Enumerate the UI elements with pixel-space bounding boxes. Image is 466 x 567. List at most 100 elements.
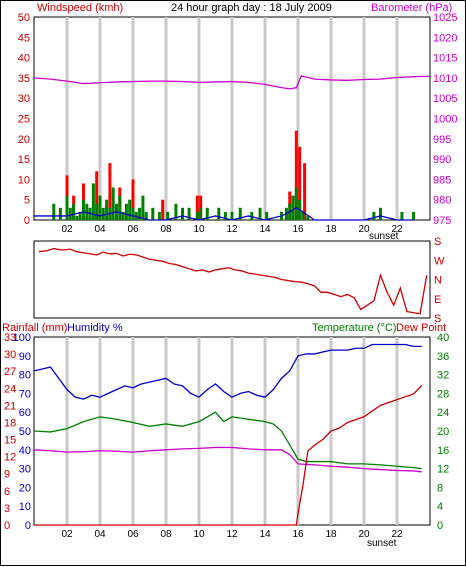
temp-series (33, 343, 423, 526)
temperature-tick-label: 0 (437, 520, 443, 532)
wind-bar (134, 211, 138, 220)
temperature-tick-label: 8 (437, 482, 443, 494)
barometer-tick-label: 995 (433, 134, 451, 146)
temperature-tick-label: 4 (437, 501, 443, 513)
gust-bar (161, 199, 165, 220)
windspeed-tick-label: 0 (24, 215, 30, 227)
wind-bar (105, 199, 109, 220)
wind-bar (166, 211, 170, 220)
humidity-tick-label: 100 (13, 332, 31, 344)
wind-bar (238, 207, 242, 220)
humidity-tick-label: 90 (19, 351, 31, 363)
temperature-tick-label: 40 (437, 332, 449, 344)
gust-bar (298, 146, 302, 220)
wind-x-ticks: 02 04 06 08 10 12 14 16 18 20 22 (61, 224, 403, 235)
rainfall-tick-label: 18 (4, 417, 16, 429)
wind-bar (121, 211, 125, 220)
compass-label: W (434, 255, 445, 267)
wind-bar (195, 211, 199, 220)
humidity-tick-label: 30 (19, 464, 31, 476)
wind-x-tick-label: 06 (127, 224, 139, 235)
rainfall-tick-label: 6 (4, 486, 10, 498)
temp-x-tick-label: 20 (358, 529, 370, 540)
temp-x-tick-label: 16 (292, 529, 304, 540)
gust-bar (108, 163, 112, 220)
temp-x-tick-label: 06 (127, 529, 139, 540)
windspeed-axis-label: Windspeed (kmh) (37, 2, 123, 14)
barometer-tick-label: 985 (433, 174, 451, 186)
wind-x-tick-label: 08 (160, 224, 172, 235)
wind-bar (78, 211, 82, 220)
rainfall-tick-label: 9 (4, 469, 10, 481)
wind-x-tick-label: 02 (61, 224, 73, 235)
wind-bar (372, 211, 376, 220)
windspeed-tick-label: 10 (18, 174, 30, 186)
windspeed-tick-label: 25 (18, 114, 30, 126)
barometer-y-ticks: 975 980 985 990 995 1000 1005 1010 1015 1020 1025 (433, 12, 457, 227)
wind-bar (265, 211, 269, 220)
series-line-humidity (33, 343, 422, 400)
humidity-tick-label: 70 (19, 388, 31, 400)
humidity-axis-label: Humidity % (67, 322, 123, 334)
temperature-tick-label: 12 (437, 464, 449, 476)
compass-label: S (434, 236, 441, 248)
barometer-tick-label: 1020 (433, 32, 457, 44)
temp-x-tick-label: 12 (226, 529, 238, 540)
wind-bar (138, 207, 142, 220)
wind-bar (144, 211, 148, 220)
gust-bar (303, 163, 307, 220)
windspeed-tick-label: 30 (18, 93, 30, 105)
wind-bar (157, 211, 161, 220)
wind-x-tick-label: 12 (226, 224, 238, 235)
wind-bar (82, 199, 85, 220)
humidity-tick-label: 40 (19, 445, 31, 457)
wind-bar (250, 211, 254, 220)
wind-bar (65, 195, 69, 220)
wind-bar (379, 207, 382, 220)
windspeed-tick-label: 35 (18, 73, 30, 85)
compass-label: N (434, 275, 442, 287)
rainfall-tick-label: 33 (4, 332, 16, 344)
windspeed-tick-label: 45 (18, 32, 30, 44)
barometer-tick-label: 990 (433, 154, 451, 166)
wind-bar (111, 187, 115, 220)
series-line-temperature (33, 411, 422, 470)
rainfall-y-ticks: 0 3 6 9 12 15 18 21 24 27 30 33 (4, 332, 16, 532)
temp-x-tick-label: 14 (259, 529, 271, 540)
average-wind-line (34, 207, 414, 221)
rainfall-tick-label: 30 (4, 349, 16, 361)
compass-label: E (434, 294, 441, 306)
barometer-tick-label: 980 (433, 195, 451, 207)
wind-bar (301, 211, 305, 220)
rainfall-tick-label: 3 (4, 503, 10, 515)
wind-x-tick-label: 22 (391, 224, 403, 235)
temperature-y-ticks: 0 4 8 12 16 20 24 28 32 36 40 (437, 332, 449, 532)
direction-series (38, 247, 428, 315)
windspeed-tick-label: 50 (18, 12, 30, 24)
temp-x-tick-label: 10 (193, 529, 205, 540)
graph-title: 24 hour graph day : 18 July 2009 (171, 2, 332, 14)
windspeed-tick-label: 20 (18, 134, 30, 146)
rainfall-tick-label: 12 (4, 452, 16, 464)
gust-bar (195, 195, 199, 220)
rainfall-tick-label: 24 (4, 383, 16, 395)
temperature-tick-label: 28 (437, 388, 449, 400)
wind-bar (306, 215, 310, 220)
wind-bar (101, 207, 105, 220)
wind-bar (72, 203, 76, 220)
wind-x-tick-label: 18 (325, 224, 337, 235)
humidity-tick-label: 0 (25, 520, 31, 532)
wind-bar (131, 207, 135, 220)
windspeed-tick-label: 40 (18, 53, 30, 65)
temperature-tick-label: 24 (437, 407, 449, 419)
wind-bar (412, 211, 415, 220)
gust-bar (95, 171, 99, 220)
wind-bar (124, 203, 128, 220)
temp-x-ticks: 02 04 06 08 10 12 14 16 18 20 22 (61, 529, 403, 540)
wind-bar (174, 203, 178, 220)
barometer-tick-label: 1010 (433, 73, 457, 85)
windspeed-tick-label: 5 (24, 195, 30, 207)
